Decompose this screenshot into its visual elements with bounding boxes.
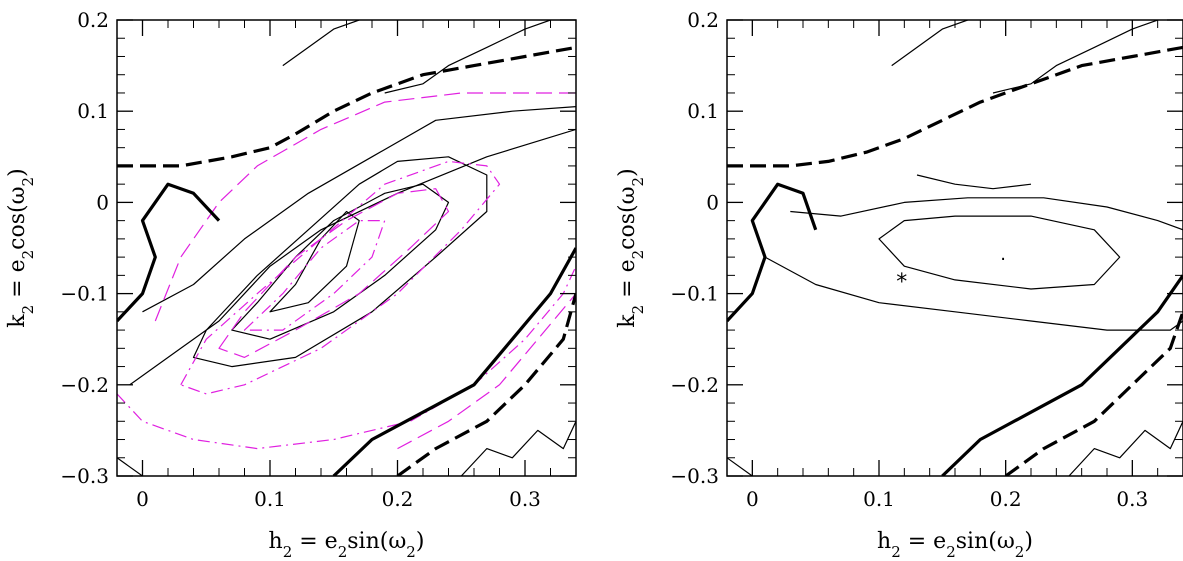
x-axis-label-part: = e [901,529,946,554]
y-tick-label: −0.3 [670,464,719,488]
x-tick-label: 0 [136,487,149,511]
contour-line [269,210,360,313]
y-tick-label: −0.2 [60,373,109,397]
x-axis-label: h2 = e2sin(ω2) [877,529,1033,561]
y-tick-label: 0 [706,190,719,214]
contour-line [218,188,450,358]
x-axis-label-part: = e [292,529,337,554]
x-axis-label-part: 2 [406,543,416,561]
y-axis-label-part: 2 [19,250,37,260]
contour-line [1068,421,1183,476]
x-axis-label-part: sin(ω [347,529,406,554]
contour-line [243,220,386,331]
y-axis-label-part: 2 [629,305,647,315]
contour-line [1004,311,1183,476]
y-axis-label-part: k [615,314,640,328]
x-tick-label: 0.2 [990,487,1022,511]
y-tick-label: 0.2 [77,8,109,32]
y-axis-label-part: 2 [629,250,647,260]
contour-line [460,421,576,476]
x-axis-label-part: sin(ω [956,529,1015,554]
dot-marker: · [1000,249,1006,270]
x-tick-label: 0.3 [509,487,541,511]
x-tick-label: 0 [746,487,759,511]
x-tick-label: 0.2 [382,487,414,511]
plot-frame [726,19,1183,477]
x-axis-label-part: ) [1024,529,1033,554]
contour-line [180,160,501,395]
y-tick-label: 0.1 [77,99,109,123]
contour-line [727,45,1183,168]
x-axis-label-part: 2 [1015,543,1025,561]
contour-line [117,182,221,323]
contour-line [117,265,576,450]
contour-line [332,247,576,476]
y-tick-label: −0.1 [670,282,719,306]
y-axis-label-part: 2 [19,177,37,187]
x-axis-label: h2 = e2sin(ω2) [269,529,425,561]
x-tick-label: 0.3 [1116,487,1148,511]
y-axis-label-part: cos(ω [615,186,640,249]
y-axis-label-part: = e [615,259,640,304]
contour-line [727,457,753,476]
contour-line [192,156,488,368]
contour-line [154,92,576,322]
contour-line [142,106,576,313]
x-axis-label-part: 2 [946,543,956,561]
x-tick-label: 0.1 [863,487,895,511]
contour-line [117,45,576,168]
x-axis-label-part: 2 [283,543,293,561]
x-tick-label: 0.1 [254,487,286,511]
contour-line [727,182,818,323]
contour-line [941,274,1183,476]
contour-line [878,215,1121,290]
y-axis-label-part: 2 [19,305,37,315]
contour-group [727,20,1183,476]
contour-line [231,183,450,340]
contour-group [117,20,576,476]
y-axis-label: k2 = e2cos(ω2) [615,168,647,327]
y-axis-label-part: = e [5,259,30,304]
contour-line [397,293,576,450]
contour-line [764,256,1183,331]
y-tick-label: 0.1 [687,99,719,123]
contour-line [992,20,1158,94]
x-axis-label-part: 2 [338,543,348,561]
chart-panel-2: *·0 0.1 0.2 0.3−0.3−0.2−0.100.10.2h2 = e2si… [615,8,1183,561]
contour-line [384,20,551,94]
y-axis-label-part: ) [5,168,30,177]
contour-line [129,128,576,386]
y-tick-label: 0 [96,190,109,214]
x-axis-label-part: h [269,529,283,554]
contour-line [916,174,1032,190]
x-axis-label-part: h [877,529,891,554]
plot-frame [116,19,577,477]
y-axis-label-part: k [5,314,30,328]
y-axis-label-part: ) [615,168,640,177]
contour-line [790,197,1183,231]
star-marker: * [896,270,907,295]
y-axis-label-part: 2 [629,177,647,187]
chart-panel-1: 0 0.1 0.2 0.3−0.3−0.2−0.100.10.2h2 = e2sin(… [5,8,577,561]
contour-line [117,457,143,476]
y-axis-label-part: cos(ω [5,186,30,249]
y-tick-label: 0.2 [687,8,719,32]
y-tick-label: −0.2 [670,373,719,397]
y-axis-label: k2 = e2cos(ω2) [5,168,37,327]
x-axis-label-part: ) [416,529,425,554]
y-tick-label: −0.1 [60,282,109,306]
y-tick-label: −0.3 [60,464,109,488]
x-axis-label-part: 2 [891,543,901,561]
